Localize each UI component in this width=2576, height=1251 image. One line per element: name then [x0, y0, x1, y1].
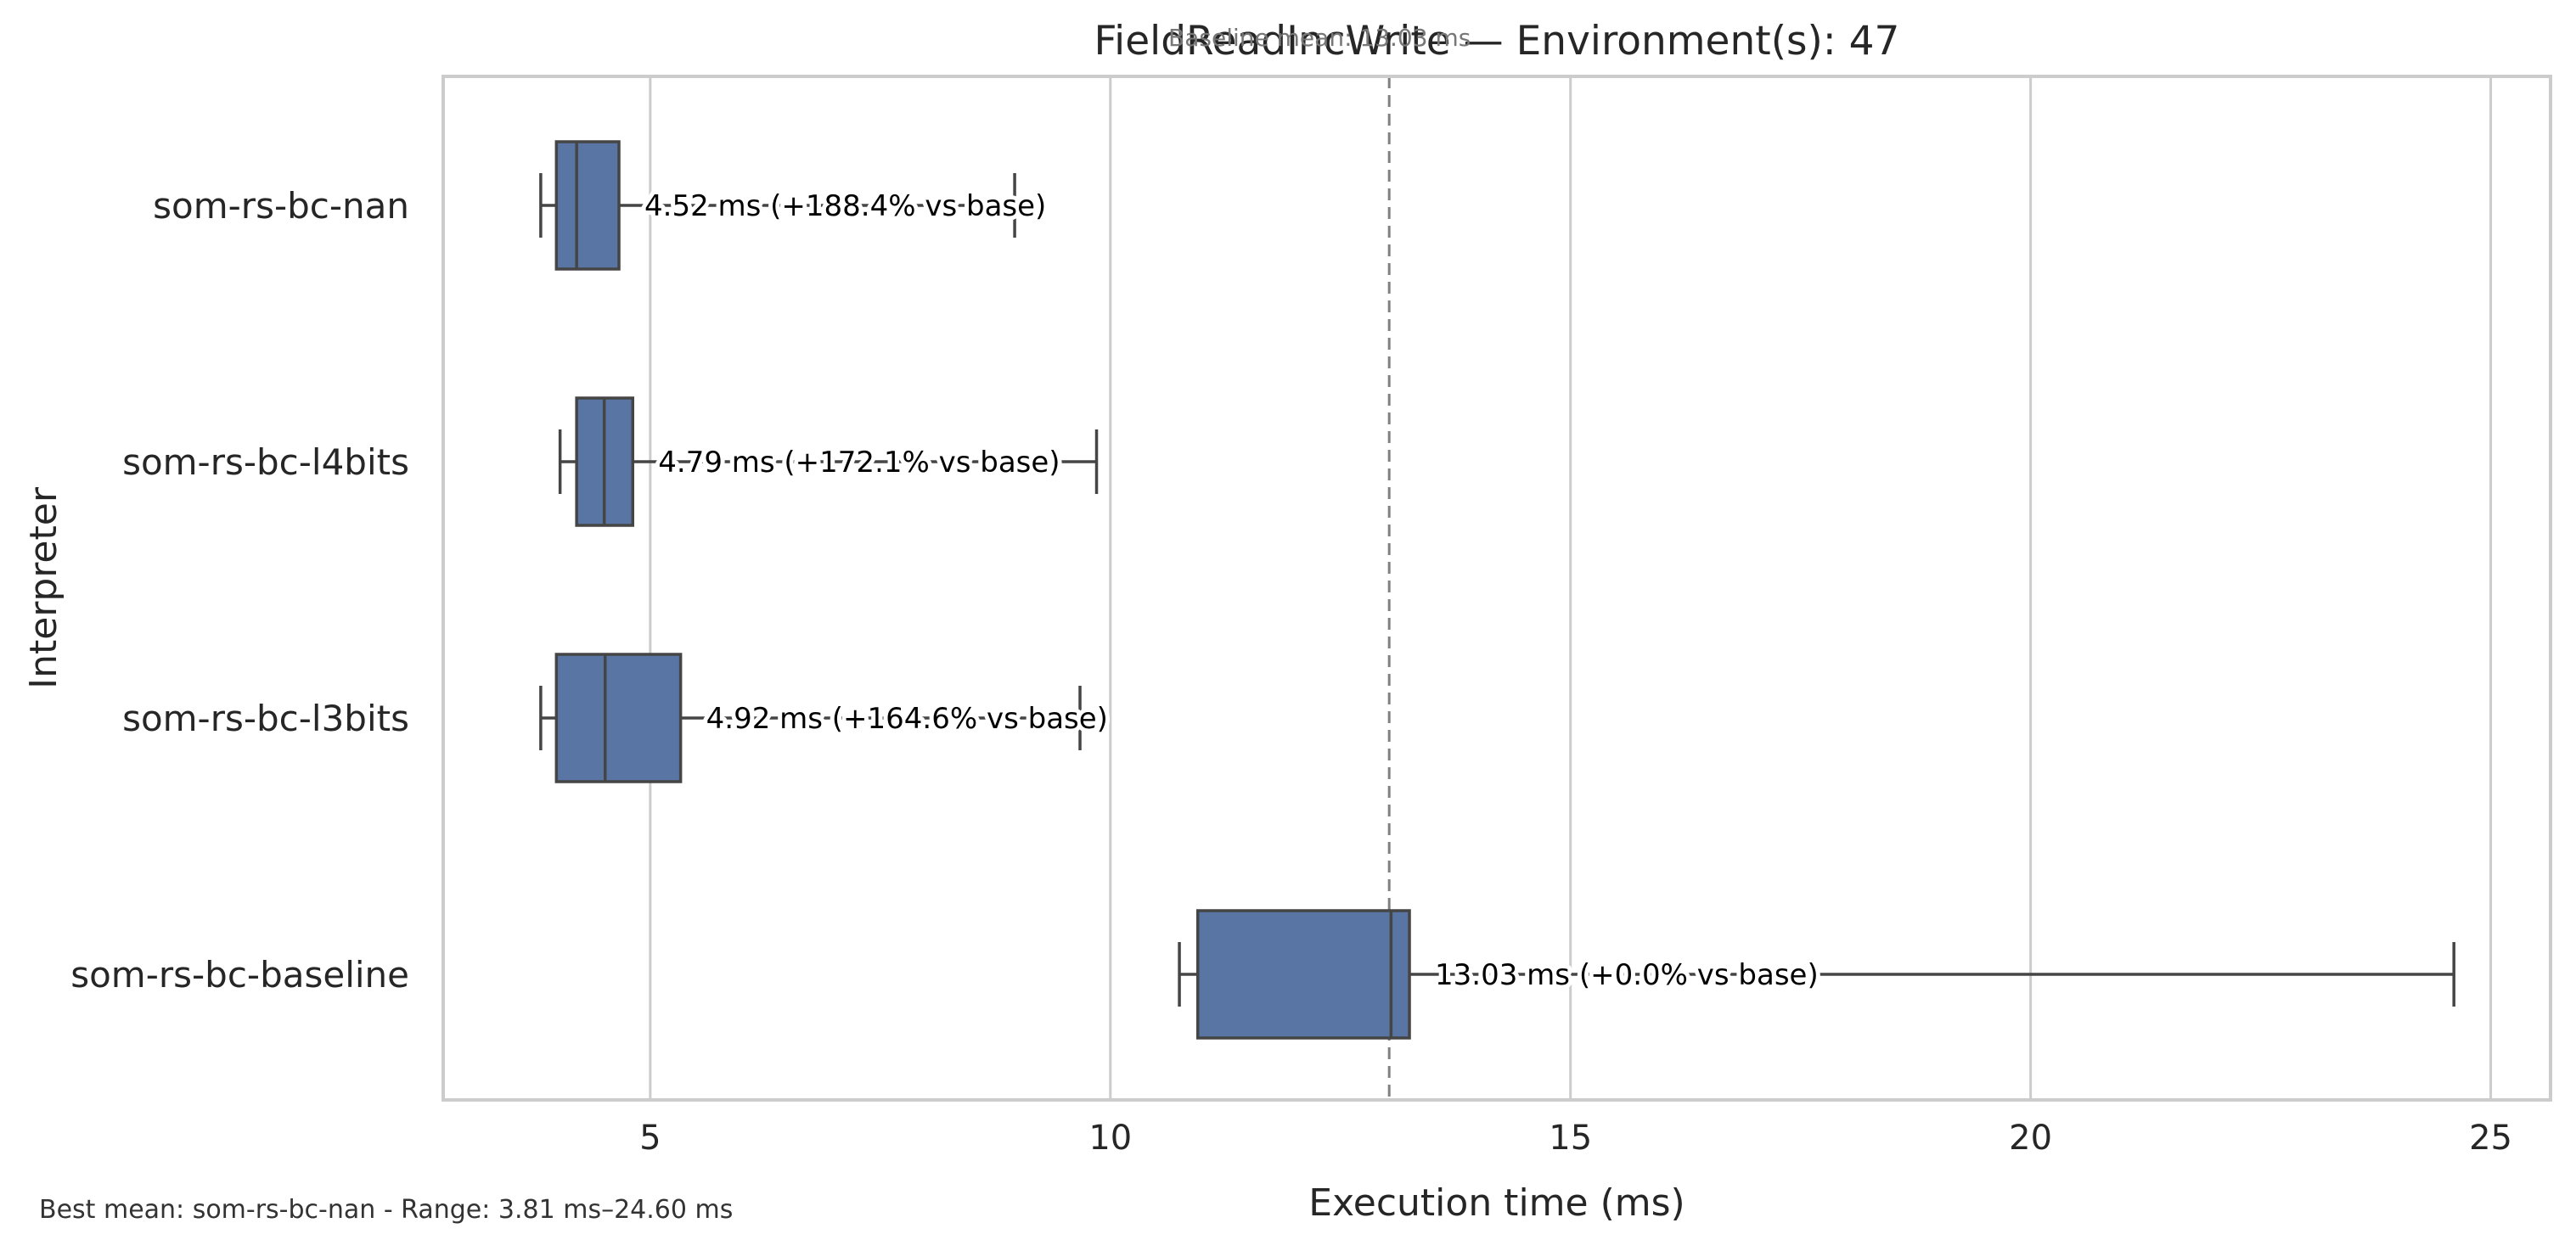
x-tick-label-5: 5 [639, 1119, 661, 1158]
x-tick-label-15: 15 [1549, 1119, 1592, 1158]
data-label-som-rs-bc-l3bits: 4.92 ms (+164.6% vs base) [706, 702, 1108, 736]
box-som-rs-bc-baseline [1178, 909, 2455, 1040]
y-category-label-som-rs-bc-l3bits: som-rs-bc-l3bits [122, 698, 409, 739]
x-tick-label-20: 20 [2009, 1119, 2052, 1158]
data-label-halo-som-rs-bc-l3bits: 4.92 ms (+164.6% vs base) [706, 702, 1108, 736]
boxes [539, 140, 2455, 1040]
chart-title: FieldReadIncWrite — Environment(s): 47 [1094, 18, 1900, 65]
data-label-som-rs-bc-nan: 4.52 ms (+188.4% vs base) [644, 189, 1046, 223]
reference-line-label: Baseline mean: 13.03 ms [1168, 24, 1471, 52]
box-som-rs-bc-nan [539, 140, 1016, 271]
y-category-label-som-rs-bc-l4bits: som-rs-bc-l4bits [122, 441, 409, 483]
box-som-rs-bc-l4bits [558, 396, 1099, 527]
data-label-som-rs-bc-l4bits: 4.79 ms (+172.1% vs base) [658, 446, 1060, 480]
grid-lines [649, 76, 2493, 1100]
x-tick-labels: 5 10 15 20 25 [639, 1119, 2512, 1158]
data-label-halo-som-rs-bc-baseline: 13.03 ms (+0.0% vs base) [1435, 958, 1819, 992]
data-label-halo-som-rs-bc-nan: 4.52 ms (+188.4% vs base) [644, 189, 1046, 223]
data-label-halo-som-rs-bc-l4bits: 4.79 ms (+172.1% vs base) [658, 446, 1060, 480]
data-labels: 4.52 ms (+188.4% vs base)4.52 ms (+188.4… [640, 185, 1823, 996]
y-category-labels: som-rs-bc-nan som-rs-bc-l4bits som-rs-bc-l… [70, 185, 409, 996]
y-category-label-som-rs-bc-baseline: som-rs-bc-baseline [70, 954, 409, 996]
y-category-label-som-rs-bc-nan: som-rs-bc-nan [153, 185, 409, 227]
y-axis-label: Interpreter [22, 486, 65, 689]
iqr-box-som-rs-bc-nan [554, 140, 621, 271]
plot-frame [442, 75, 2552, 1102]
iqr-box-som-rs-bc-baseline [1196, 909, 1411, 1040]
box-som-rs-bc-l3bits [539, 653, 1082, 783]
footer-note: Best mean: som-rs-bc-nan - Range: 3.81 m… [39, 1195, 734, 1225]
x-axis-label: Execution time (ms) [1308, 1181, 1685, 1225]
iqr-box-som-rs-bc-l3bits [554, 653, 683, 783]
data-label-som-rs-bc-baseline: 13.03 ms (+0.0% vs base) [1435, 958, 1819, 992]
x-tick-label-10: 10 [1088, 1119, 1132, 1158]
x-tick-label-25: 25 [2469, 1119, 2512, 1158]
